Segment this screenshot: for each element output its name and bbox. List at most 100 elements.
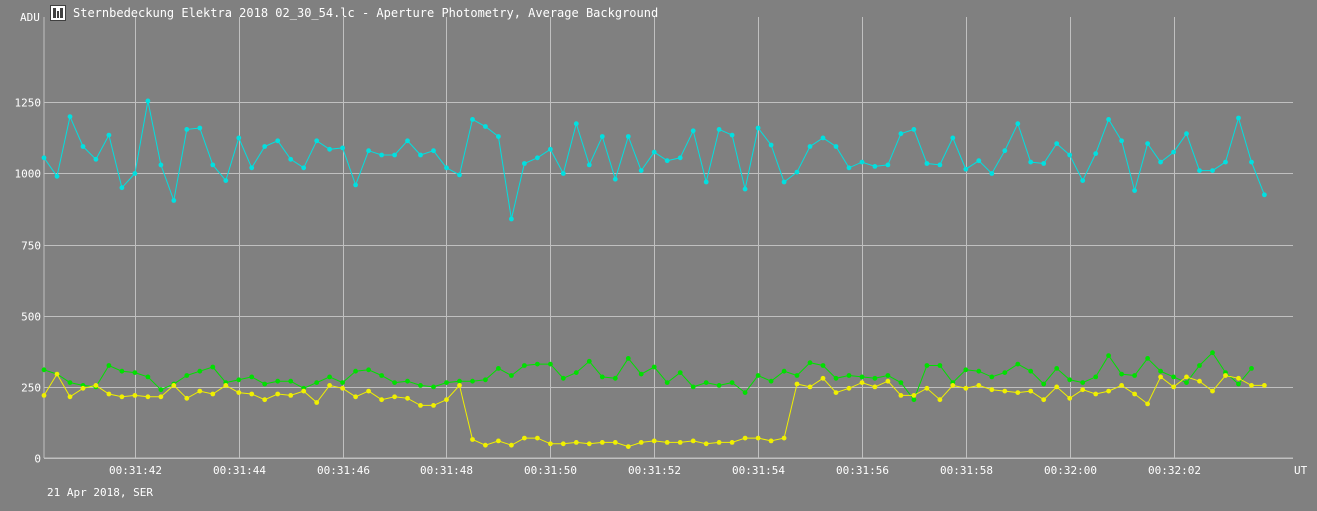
data-point (1158, 368, 1163, 374)
data-point (184, 373, 190, 378)
data-point (1054, 384, 1060, 390)
data-point (171, 198, 177, 203)
data-point (41, 155, 47, 161)
data-point (677, 155, 683, 161)
data-point (379, 373, 384, 378)
data-point (210, 391, 216, 397)
data-point (833, 375, 839, 381)
y-axis-label: ADU (20, 11, 40, 24)
data-point (1028, 368, 1034, 374)
data-point (366, 388, 371, 394)
data-point (729, 132, 735, 138)
data-point (145, 394, 151, 400)
data-point (496, 134, 501, 139)
data-point (911, 126, 917, 132)
data-point (690, 384, 696, 390)
data-point (262, 397, 268, 403)
data-point (184, 395, 190, 401)
data-point (950, 383, 956, 388)
data-point (1028, 388, 1034, 394)
data-point (327, 383, 332, 388)
lightcurve-app-icon[interactable] (50, 5, 66, 21)
data-point (989, 387, 995, 393)
data-point (1041, 161, 1047, 166)
data-point (1210, 388, 1215, 394)
data-point (586, 358, 592, 364)
data-point (366, 367, 371, 373)
data-point (976, 368, 982, 374)
data-point (106, 363, 112, 368)
data-point (1080, 380, 1086, 385)
data-point (1054, 141, 1060, 147)
data-point (470, 437, 475, 442)
data-point (1132, 188, 1137, 194)
data-point (171, 383, 177, 388)
data-point (1093, 391, 1099, 397)
data-point (872, 384, 878, 390)
y-tick-label: 0 (34, 453, 41, 466)
data-point (54, 371, 60, 377)
data-point (599, 134, 605, 139)
data-point (509, 216, 514, 222)
data-point (872, 375, 878, 381)
y-tick-label: 1250 (15, 97, 42, 110)
data-point (431, 403, 436, 408)
data-point (80, 144, 86, 149)
data-point (612, 375, 618, 381)
x-tick-label: 00:31:52 (628, 464, 681, 477)
data-point (924, 363, 930, 368)
data-point (522, 161, 527, 166)
data-point (560, 171, 566, 176)
data-point (1132, 373, 1137, 378)
data-point (716, 126, 722, 132)
data-point (1171, 384, 1176, 390)
data-point (470, 117, 475, 122)
data-point (846, 373, 852, 378)
data-point (898, 131, 904, 137)
y-tick-label: 500 (21, 311, 41, 324)
data-point (496, 438, 501, 444)
data-point (106, 391, 112, 397)
data-point (1249, 159, 1254, 165)
data-point (366, 148, 371, 154)
data-point (703, 179, 709, 185)
data-point (742, 435, 748, 441)
data-point (119, 368, 125, 374)
data-point (145, 374, 151, 380)
data-point (963, 385, 969, 391)
data-point (989, 374, 995, 380)
data-point (210, 162, 216, 168)
x-tick-label: 00:31:42 (109, 464, 162, 477)
data-point (535, 435, 540, 441)
date-label: 21 Apr 2018, SER (47, 486, 153, 499)
data-point (93, 156, 99, 162)
data-point (716, 383, 722, 388)
data-point (1145, 141, 1150, 147)
data-point (509, 373, 514, 378)
data-point (405, 138, 410, 144)
y-tick-label: 1000 (15, 168, 42, 181)
data-point (509, 442, 514, 448)
data-point (548, 361, 553, 367)
data-point (444, 380, 449, 385)
data-point (262, 144, 268, 149)
data-point (249, 391, 255, 397)
data-point (483, 442, 488, 448)
data-point (755, 373, 761, 378)
data-point (937, 162, 943, 168)
data-point (470, 378, 475, 384)
data-point (768, 142, 774, 148)
data-point (703, 441, 709, 447)
data-point (444, 165, 449, 171)
data-point (911, 397, 917, 403)
series-2 (41, 350, 1254, 403)
x-tick-label: 00:31:56 (836, 464, 889, 477)
data-point (625, 134, 631, 139)
x-tick-label: 00:31:44 (213, 464, 266, 477)
data-point (236, 377, 242, 383)
data-point (677, 440, 683, 445)
data-point (457, 383, 462, 388)
data-point (80, 385, 86, 391)
data-point (1119, 138, 1124, 144)
data-point (1080, 387, 1086, 393)
